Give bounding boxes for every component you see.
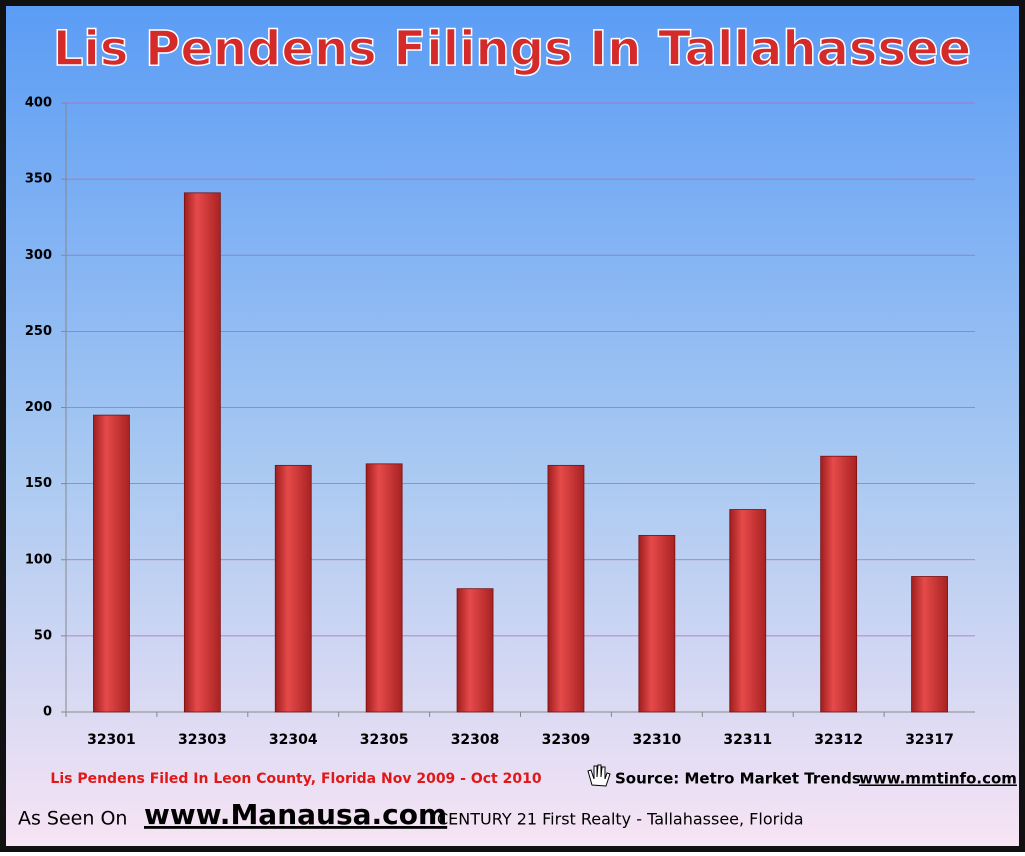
source: Source: Metro Market Trends — [615, 770, 861, 788]
x-tick-label: 32311 — [723, 732, 772, 748]
y-tick-label: 350 — [25, 172, 52, 187]
x-tick-label: 32301 — [87, 732, 136, 748]
hand-icon — [587, 764, 611, 787]
bar — [547, 464, 585, 713]
x-tick-label: 32303 — [178, 732, 227, 748]
bar — [274, 464, 312, 713]
bar — [365, 463, 403, 713]
bar — [638, 534, 676, 713]
source-link[interactable]: www.mmtinfo.com — [859, 770, 1017, 788]
x-tick-label: 32304 — [269, 732, 318, 748]
footer-prefix: As Seen On — [18, 808, 127, 830]
bar — [183, 192, 221, 713]
chart-title: Lis Pendens Filings In Tallahassee — [53, 21, 971, 77]
bar — [729, 509, 767, 713]
bar — [820, 455, 858, 713]
x-tick-label: 32317 — [905, 732, 954, 748]
y-tick-label: 100 — [25, 552, 52, 567]
footer-text: CENTURY 21 First Realty - Tallahassee, F… — [437, 810, 804, 829]
y-tick-label: 400 — [25, 96, 52, 111]
subtitle: Lis Pendens Filed In Leon County, Florid… — [50, 771, 541, 787]
x-tick-label: 32309 — [542, 732, 591, 748]
y-tick-label: 200 — [25, 400, 52, 415]
bar — [456, 588, 494, 713]
footer-link[interactable]: www.Manausa.com — [144, 798, 447, 831]
y-tick-label: 250 — [25, 324, 52, 339]
x-tick-label: 32312 — [814, 732, 863, 748]
bar — [93, 414, 130, 713]
x-tick-label: 32310 — [632, 732, 681, 748]
x-tick-label: 32305 — [360, 732, 409, 748]
y-tick-label: 0 — [43, 705, 52, 720]
y-tick-label: 300 — [25, 248, 52, 263]
y-tick-label: 50 — [34, 628, 52, 643]
y-tick-label: 150 — [25, 476, 52, 491]
x-tick-label: 32308 — [451, 732, 500, 748]
bar — [911, 576, 948, 713]
